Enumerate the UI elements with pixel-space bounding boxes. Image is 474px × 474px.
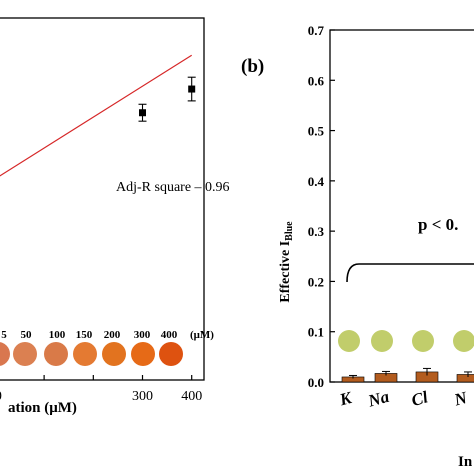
panel-b-category-labels: K Na Cl N	[337, 387, 470, 411]
panel-a-x-tick-labels: 00 300 400	[0, 389, 202, 404]
panel-b-y-tick-labels: 0.0 0.1 0.2 0.3 0.4 0.5 0.6 0.7	[308, 23, 325, 390]
category-label: N	[451, 388, 469, 410]
strip-label: 200	[104, 329, 121, 341]
strip-label: (μM)	[190, 329, 214, 341]
panel-b-color-dots	[338, 330, 474, 352]
y-tick-label: 0.6	[308, 73, 325, 88]
color-strip	[0, 342, 183, 366]
panel-a-plot-frame	[0, 17, 205, 381]
sample-dot	[102, 342, 126, 366]
color-dot	[453, 330, 474, 352]
y-label-subscript: Blue	[284, 221, 295, 241]
category-label: Na	[365, 387, 391, 411]
p-value-annotation: p < 0.	[418, 215, 458, 234]
y-tick-label: 0.3	[308, 224, 325, 239]
color-dot	[371, 330, 393, 352]
strip-label: 5	[1, 329, 7, 341]
adj-r-square-annotation: Adj-R square – 0.96	[116, 180, 230, 195]
panel-b-x-axis-label: In	[458, 454, 473, 470]
y-tick-label: 0.2	[308, 274, 324, 289]
strip-label: 100	[49, 329, 66, 341]
x-tick-label: 300	[132, 389, 153, 404]
y-tick-label: 0.4	[308, 174, 325, 189]
panel-a-scatter-chart: 00 300 400 Adj-R square – 0.96 5 50 100 150 20…	[0, 17, 230, 416]
category-label: K	[337, 388, 355, 410]
color-dot	[338, 330, 360, 352]
strip-label: 400	[161, 329, 178, 341]
panel-b-y-ticks	[330, 29, 335, 383]
significance-brace	[346, 263, 474, 283]
x-tick-label: 400	[181, 389, 202, 404]
sample-dot	[0, 342, 10, 366]
sample-dot	[159, 342, 183, 366]
panel-b-plot-frame	[329, 29, 474, 383]
y-label-main: Effective I	[278, 241, 293, 303]
panel-b-bar-chart: (b) Effective IBlue 0.00.10.20.30.40.50.…	[241, 23, 474, 470]
y-tick-label: 0.1	[308, 325, 324, 340]
panel-a-x-axis-label: ation (μM)	[8, 400, 77, 416]
bar	[456, 374, 474, 383]
sample-dot	[44, 342, 68, 366]
fit-line	[0, 54, 193, 177]
y-tick-label: 0.5	[308, 124, 325, 139]
panel-b-bars	[341, 367, 474, 383]
data-point	[139, 109, 147, 117]
sample-dot	[13, 342, 37, 366]
color-dot	[412, 330, 434, 352]
sample-dot	[131, 342, 155, 366]
strip-label: 300	[134, 329, 151, 341]
panel-a-x-ticks	[43, 375, 193, 380]
sample-dot	[73, 342, 97, 366]
strip-label: 150	[76, 329, 93, 341]
strip-label: 50	[21, 329, 33, 341]
panel-b-label: (b)	[241, 56, 264, 77]
panel-b-y-axis-label: Effective IBlue	[278, 221, 295, 303]
y-tick-label: 0.7	[308, 23, 325, 38]
y-tick-label: 0.0	[308, 375, 324, 390]
x-tick-label: 00	[0, 389, 2, 404]
color-strip-labels: 5 50 100 150 200 300 400 (μM)	[1, 329, 214, 341]
panel-a-data-points	[138, 76, 196, 122]
category-label: Cl	[409, 387, 430, 410]
data-point	[188, 85, 196, 93]
